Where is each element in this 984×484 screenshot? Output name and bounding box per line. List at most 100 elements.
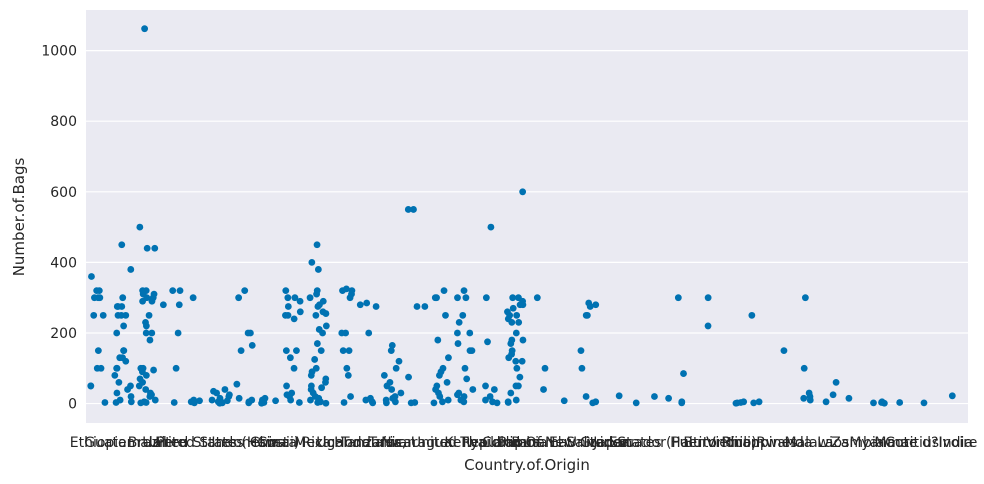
data-point [172, 364, 180, 372]
data-point [127, 398, 135, 406]
data-point [482, 382, 489, 390]
data-point [582, 393, 590, 400]
data-point [583, 311, 591, 319]
data-point [150, 366, 157, 374]
data-point [347, 393, 354, 400]
data-point [387, 347, 395, 355]
data-point [88, 273, 95, 280]
x-tick-label: Myanmar [849, 435, 915, 451]
data-point [142, 386, 150, 393]
data-point [632, 399, 640, 407]
x-tick-label: Indonesia [211, 435, 279, 451]
data-point [124, 386, 131, 393]
data-point [404, 206, 412, 213]
data-point [832, 379, 840, 386]
data-point [430, 399, 438, 407]
data-point [433, 382, 441, 390]
data-point [114, 311, 122, 319]
data-point [410, 206, 417, 213]
data-point [340, 399, 348, 406]
data-point [344, 371, 352, 379]
data-point [434, 336, 442, 344]
data-point [282, 287, 290, 295]
data-point [93, 287, 101, 295]
data-point [948, 392, 956, 400]
data-point [413, 303, 421, 310]
data-point [880, 399, 888, 407]
data-point [515, 294, 522, 302]
data-point [896, 399, 904, 406]
x-tick-label: Colombia [482, 435, 548, 451]
x-tick-label: Ethiopia [70, 435, 127, 451]
data-point [221, 386, 229, 393]
data-point [306, 294, 314, 302]
data-point [111, 371, 119, 379]
data-point [504, 398, 512, 406]
data-point [801, 294, 809, 302]
data-point [533, 294, 541, 302]
data-point [308, 258, 316, 266]
data-point [339, 287, 346, 295]
data-point [845, 394, 853, 402]
data-point [383, 399, 390, 407]
data-point [461, 364, 469, 372]
data-point [380, 371, 388, 379]
data-point [372, 303, 380, 310]
data-point [460, 398, 468, 406]
data-point [139, 290, 147, 298]
x-tick-label: Ecuador [609, 435, 666, 451]
x-tick-label: Laos [817, 435, 849, 451]
data-point [383, 382, 391, 390]
data-point [218, 399, 226, 406]
gridlines [86, 49, 968, 405]
data-point [395, 357, 403, 365]
data-point [800, 364, 808, 372]
data-point [362, 396, 370, 404]
data-point [507, 389, 515, 397]
x-tick-label: Thailand [459, 435, 520, 451]
data-point [142, 371, 150, 379]
data-point [541, 364, 549, 372]
data-point [226, 391, 233, 399]
data-point [519, 336, 527, 344]
data-point [313, 290, 320, 298]
x-tick-label: Kenya [444, 435, 487, 451]
data-point [170, 399, 178, 406]
data-point [405, 373, 412, 381]
data-point [487, 223, 495, 231]
data-point [463, 375, 471, 383]
data-point [208, 396, 216, 404]
data-point [120, 347, 127, 355]
data-point [586, 303, 594, 310]
data-point [870, 399, 877, 407]
x-tick-label: Peru [156, 435, 187, 451]
data-point [322, 399, 330, 407]
x-tick-label: United States [149, 435, 244, 451]
data-point [97, 364, 105, 372]
data-point [296, 308, 304, 316]
data-point [680, 370, 687, 377]
data-point [704, 322, 712, 330]
x-tick-label: Uganda [316, 435, 370, 451]
data-point [508, 336, 516, 344]
data-point [116, 354, 124, 362]
data-point [293, 347, 300, 355]
data-point [505, 354, 513, 362]
data-point [578, 364, 586, 372]
x-tick-label: Philippines [722, 435, 797, 451]
x-tick-label: Taiwan [367, 435, 416, 451]
data-point [136, 223, 144, 231]
data-point [313, 340, 321, 347]
x-tick-label: United States (Hawaii) [142, 435, 299, 451]
data-point [363, 299, 371, 307]
data-point [176, 287, 184, 295]
data-point [139, 297, 146, 305]
data-point [119, 294, 127, 302]
data-point [308, 368, 316, 376]
data-point [87, 382, 95, 390]
data-point [589, 399, 597, 407]
data-point [313, 241, 321, 249]
data-point [519, 188, 527, 196]
y-tick-labels: 0 200 400 600 800 1000 [41, 44, 77, 413]
data-point [290, 315, 298, 323]
